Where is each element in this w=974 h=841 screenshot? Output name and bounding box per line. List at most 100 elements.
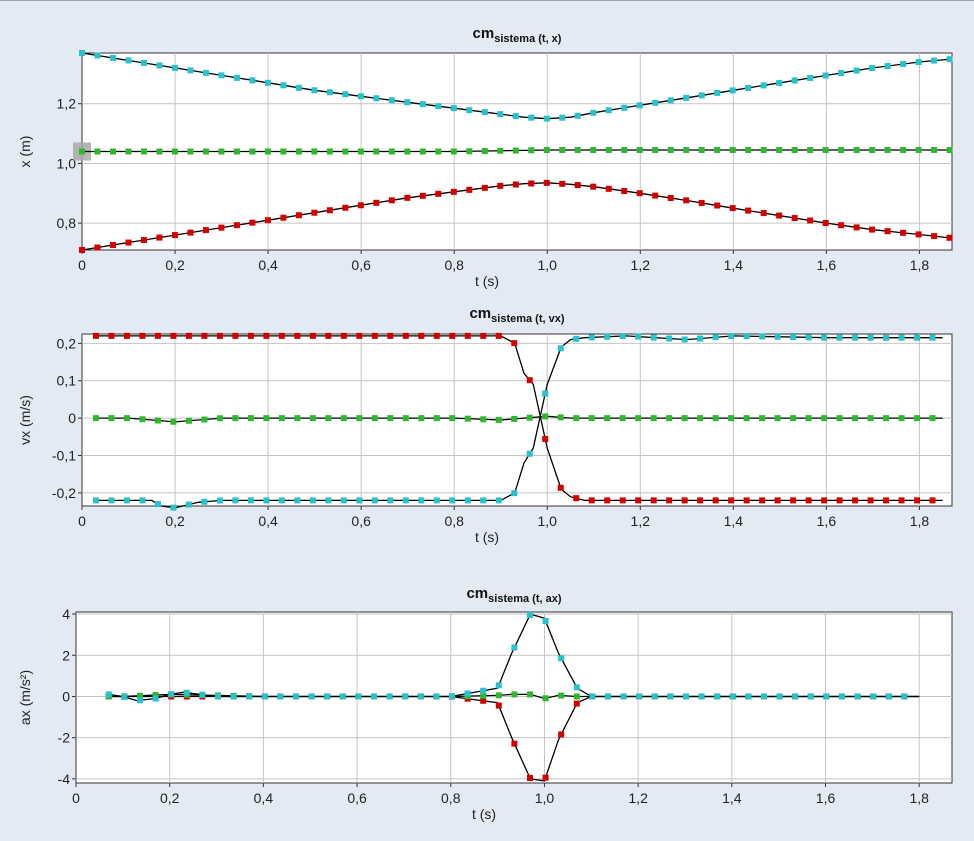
data-point [697,415,704,422]
data-point [898,334,905,341]
data-point [869,226,876,233]
data-point [309,497,316,504]
data-point [650,334,657,341]
data-point [574,147,581,154]
data-point [745,207,752,214]
data-point [929,497,936,504]
data-point [249,148,256,155]
data-point [836,334,843,341]
data-point [171,148,178,155]
data-point [728,415,735,422]
data-point [232,415,239,422]
data-point [216,497,223,504]
data-point [884,228,891,235]
data-point [526,450,533,457]
data-point [714,147,721,154]
data-point [869,147,876,154]
data-point [915,59,922,66]
data-point [433,693,440,700]
y-tick-label: 4 [62,606,70,622]
data-point [139,416,146,423]
data-point [635,333,642,340]
data-point [449,497,456,504]
data-point [652,147,659,154]
data-point [108,415,115,422]
x-tick-label: 0,8 [444,257,464,273]
data-point [807,693,814,700]
data-point [807,217,814,224]
data-point [867,497,874,504]
data-point [759,497,766,504]
data-point [946,234,953,241]
data-point [404,148,411,155]
data-point [714,202,721,209]
data-point [588,334,595,341]
y-tick-label: 1,0 [57,155,77,171]
data-point [652,99,659,106]
data-point [635,415,642,422]
data-point [604,333,611,340]
data-point [838,693,845,700]
data-point [821,415,828,422]
data-point [373,95,380,102]
data-point [822,220,829,227]
data-point [682,693,689,700]
data-point [495,416,502,423]
data-point [185,332,192,339]
x-tick-label: 1,4 [722,790,742,806]
data-point [109,54,116,61]
data-point [745,693,752,700]
data-point [743,497,750,504]
data-point [140,237,147,244]
data-point [450,188,457,195]
data-point [480,697,487,704]
data-point [573,335,580,342]
data-point [729,205,736,212]
data-point [821,497,828,504]
data-point [342,91,349,98]
data-point [619,415,626,422]
data-point [136,697,143,704]
data-point [497,182,504,189]
data-point [805,334,812,341]
data-point [187,229,194,236]
data-point [139,497,146,504]
data-point [760,210,767,217]
data-point [573,684,580,691]
data-point [512,181,519,188]
data-point [604,415,611,422]
data-point [168,691,175,698]
data-point [869,65,876,72]
data-point [588,497,595,504]
x-tick-label: 0,6 [347,790,367,806]
data-point [419,192,426,199]
data-point [92,497,99,504]
x-tick-label: 0,6 [351,257,371,273]
data-point [218,72,225,79]
data-point [419,101,426,108]
data-point [125,239,132,246]
data-point [294,332,301,339]
data-point [340,415,347,422]
data-point [170,418,177,425]
series-cyan [92,333,943,511]
data-point [79,50,85,56]
data-point [480,416,487,423]
data-point [619,497,626,504]
data-point [154,332,161,339]
data-point [743,415,750,422]
series-green [79,147,953,155]
data-point [542,774,549,781]
data-point [867,415,874,422]
data-point [125,148,132,155]
y-tick-label: 0,2 [57,335,77,351]
data-point [605,147,612,154]
data-point [278,415,285,422]
data-point [355,693,362,700]
data-point [156,148,163,155]
data-point [326,207,333,214]
data-point [387,415,394,422]
data-point [171,232,178,239]
data-point [466,186,473,193]
